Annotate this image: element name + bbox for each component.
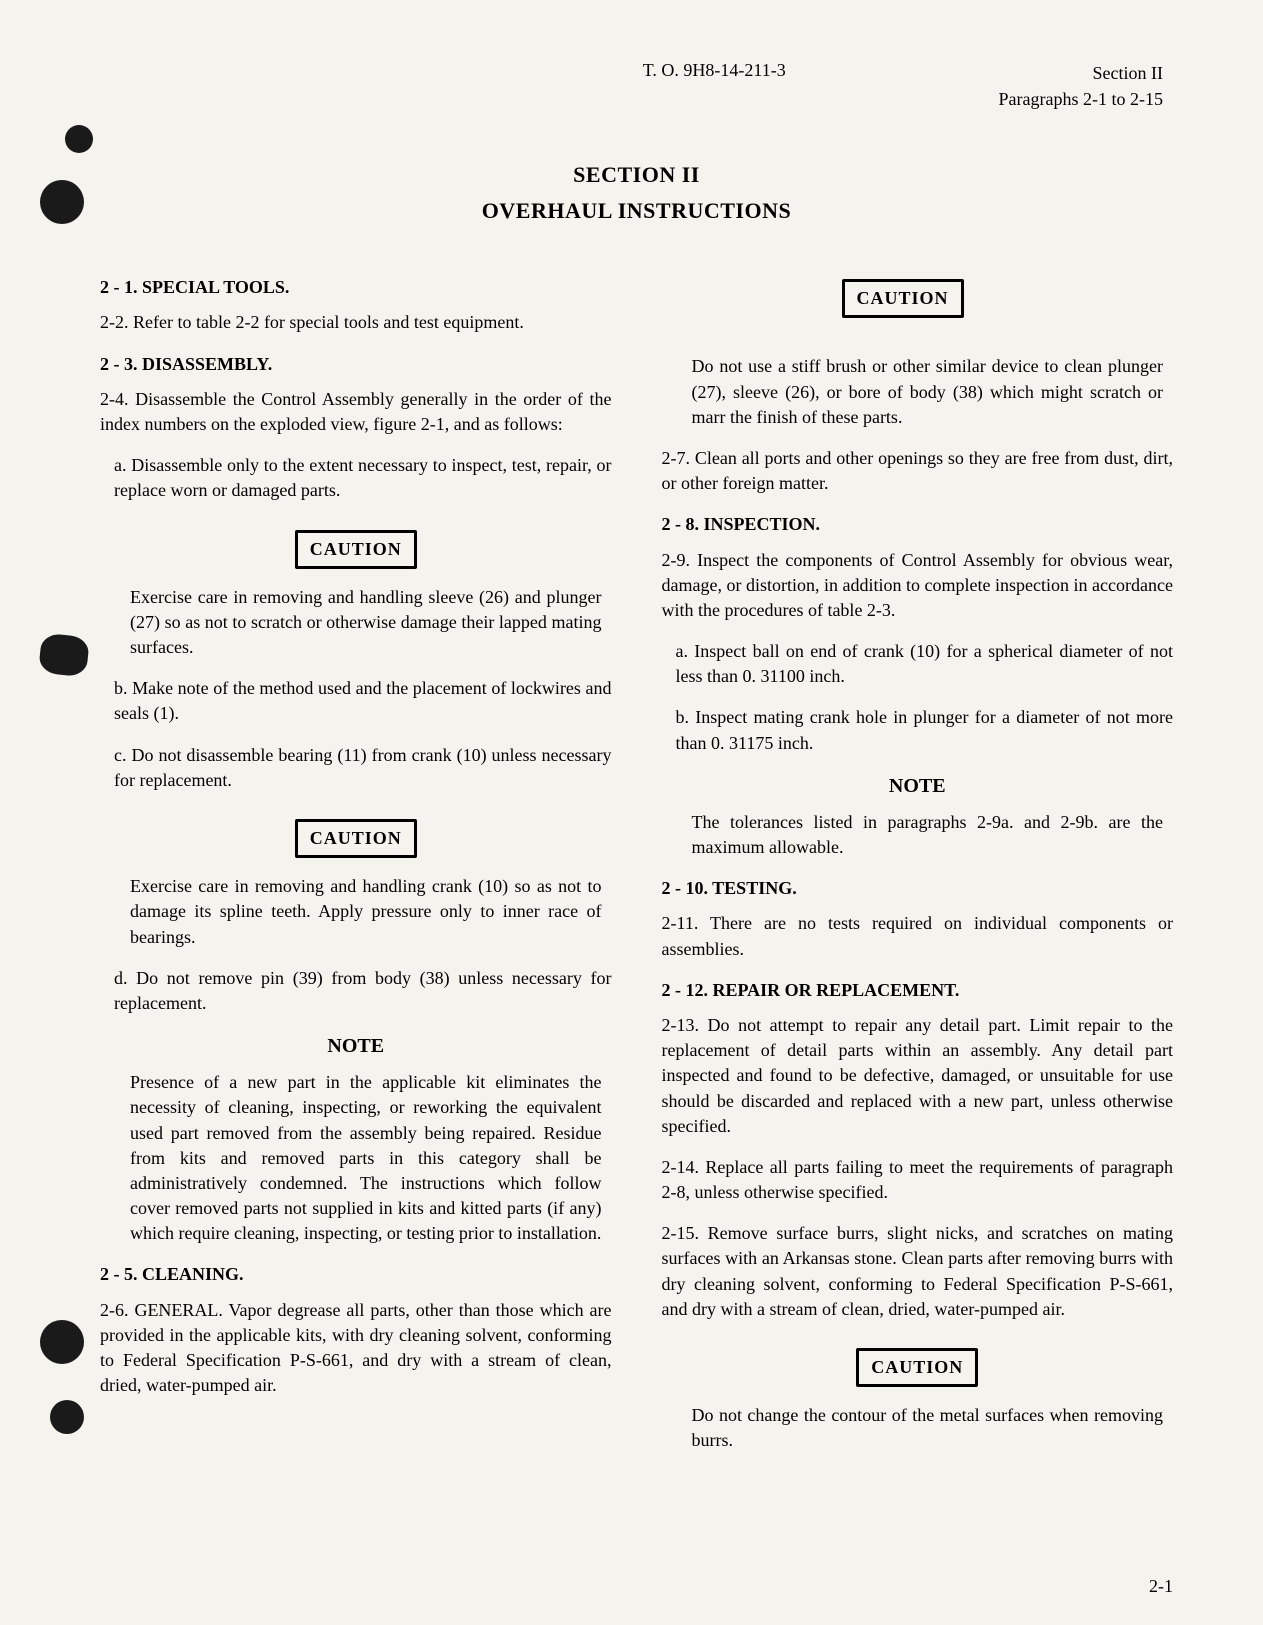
punch-hole-dot [65,125,93,153]
page-header: T. O. 9H8-14-211-3 Section II Paragraphs… [100,60,1173,112]
caution-label: CAUTION [295,530,417,569]
page: T. O. 9H8-14-211-3 Section II Paragraphs… [0,0,1263,1625]
heading-2-5: 2 - 5. CLEANING. [100,1262,612,1287]
punch-hole-dot [40,1320,84,1364]
caution-box-3: CAUTION [842,269,1174,324]
caution-3-text: Do not use a stiff brush or other simila… [692,354,1164,430]
para-2-7: 2-7. Clean all ports and other openings … [662,446,1174,496]
para-2-4a: a. Disassemble only to the extent necess… [114,453,612,503]
heading-2-1: 2 - 1. SPECIAL TOOLS. [100,275,612,300]
para-2-4c: c. Do not disassemble bearing (11) from … [114,743,612,793]
section-subtitle: OVERHAUL INSTRUCTIONS [100,198,1173,224]
heading-2-3: 2 - 3. DISASSEMBLY. [100,352,612,377]
caution-label: CAUTION [856,1348,978,1387]
section-line: Section II [999,60,1163,86]
page-number: 2-1 [1149,1576,1173,1597]
caution-label: CAUTION [842,279,964,318]
right-column: CAUTION Do not use a stiff brush or othe… [662,259,1174,1469]
caution-box-2: CAUTION [100,809,612,864]
para-2-14: 2-14. Replace all parts failing to meet … [662,1155,1174,1205]
punch-hole-dot [40,180,84,224]
para-2-4d: d. Do not remove pin (39) from body (38)… [114,966,612,1016]
para-2-9b: b. Inspect mating crank hole in plunger … [676,705,1174,755]
doc-id: T. O. 9H8-14-211-3 [260,60,999,81]
punch-hole-dot [50,1400,84,1434]
note-1-text: Presence of a new part in the applicable… [130,1070,602,1246]
para-2-4: 2-4. Disassemble the Control Assembly ge… [100,387,612,437]
caution-box-4: CAUTION [662,1338,1174,1393]
para-2-2: 2-2. Refer to table 2-2 for special tool… [100,310,612,335]
left-column: 2 - 1. SPECIAL TOOLS. 2-2. Refer to tabl… [100,259,612,1469]
heading-2-8: 2 - 8. INSPECTION. [662,512,1174,537]
heading-2-10: 2 - 10. TESTING. [662,876,1174,901]
column-layout: 2 - 1. SPECIAL TOOLS. 2-2. Refer to tabl… [100,259,1173,1469]
note-1-title: NOTE [100,1032,612,1060]
note-2-text: The tolerances listed in paragraphs 2-9a… [692,810,1164,860]
para-2-15: 2-15. Remove surface burrs, slight nicks… [662,1221,1174,1322]
header-right: Section II Paragraphs 2-1 to 2-15 [999,60,1163,112]
caution-1-text: Exercise care in removing and handling s… [130,585,602,661]
para-2-13: 2-13. Do not attempt to repair any detai… [662,1013,1174,1139]
para-2-9: 2-9. Inspect the components of Control A… [662,548,1174,624]
heading-2-12: 2 - 12. REPAIR OR REPLACEMENT. [662,978,1174,1003]
section-title: SECTION II [100,162,1173,188]
punch-hole-dot [38,633,90,678]
para-2-11: 2-11. There are no tests required on ind… [662,911,1174,961]
caution-label: CAUTION [295,819,417,858]
para-range: Paragraphs 2-1 to 2-15 [999,86,1163,112]
para-2-6: 2-6. GENERAL. Vapor degrease all parts, … [100,1298,612,1399]
caution-2-text: Exercise care in removing and handling c… [130,874,602,950]
para-2-4b: b. Make note of the method used and the … [114,676,612,726]
caution-box-1: CAUTION [100,520,612,575]
caution-4-text: Do not change the contour of the metal s… [692,1403,1164,1453]
note-2-title: NOTE [662,772,1174,800]
para-2-9a: a. Inspect ball on end of crank (10) for… [676,639,1174,689]
